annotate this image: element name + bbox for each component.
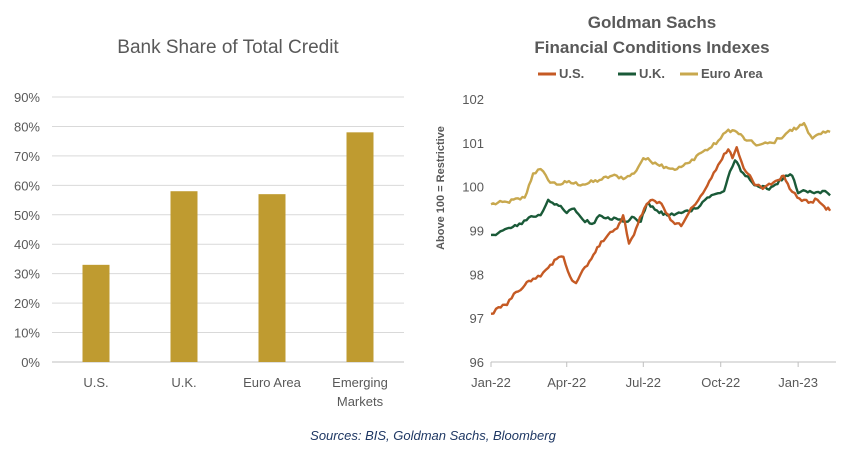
bar-y-tick-label: 20%: [14, 296, 40, 311]
line-chart-title-line-1: Goldman Sachs: [588, 13, 716, 32]
line-x-tick-label: Jan-22: [471, 375, 511, 390]
line-chart-y-axis: 96 97 98 99 100 101 102: [462, 92, 484, 370]
bar-y-tick-label: 60%: [14, 178, 40, 193]
source-note: Sources: BIS, Goldman Sachs, Bloomberg: [310, 428, 556, 443]
legend-label: U.K.: [639, 66, 665, 81]
line-y-tick-label: 100: [462, 180, 484, 195]
bar-x-tick-label: U.S.: [83, 375, 108, 390]
line-y-tick-label: 98: [470, 267, 484, 282]
bar-euro-area: [258, 194, 286, 362]
series-line-u-s: [490, 146, 832, 315]
line-chart-title-line-2: Financial Conditions Indexes: [534, 38, 769, 57]
line-y-tick-label: 99: [470, 224, 484, 239]
line-x-tick-label: Apr-22: [547, 375, 586, 390]
line-chart-y-axis-label: Above 100 = Restrictive: [435, 126, 447, 250]
line-x-tick-label: Jul-22: [626, 375, 661, 390]
bar-y-tick-label: 70%: [14, 149, 40, 164]
bar-chart-x-axis: U.S. U.K. Euro Area Emerging Markets: [83, 375, 387, 409]
line-x-tick-label: Jan-23: [778, 375, 818, 390]
bar-chart-title: Bank Share of Total Credit: [117, 37, 339, 58]
financial-conditions-line-chart: Goldman Sachs Financial Conditions Index…: [435, 13, 836, 390]
legend-label: Euro Area: [701, 66, 763, 81]
line-chart-series: [490, 121, 832, 315]
bar-x-tick-label: U.K.: [171, 375, 196, 390]
line-y-tick-label: 101: [462, 136, 484, 151]
series-line-u-k: [490, 159, 831, 237]
line-y-tick-label: 96: [470, 355, 484, 370]
bar-y-tick-label: 80%: [14, 119, 40, 134]
line-y-tick-label: 97: [470, 311, 484, 326]
series-line-euro-area: [490, 121, 831, 206]
legend-label: U.S.: [559, 66, 584, 81]
line-x-tick-label: Oct-22: [701, 375, 740, 390]
bar-y-tick-label: 0%: [21, 355, 40, 370]
bar-y-tick-label: 30%: [14, 267, 40, 282]
bar-u-s: [82, 264, 110, 362]
bar-y-tick-label: 50%: [14, 208, 40, 223]
bar-y-tick-label: 40%: [14, 237, 40, 252]
bar-emerging-markets: [346, 132, 374, 362]
line-chart-x-axis: Jan-22 Apr-22 Jul-22 Oct-22 Jan-23: [471, 362, 818, 390]
bar-y-tick-label: 90%: [14, 90, 40, 105]
bar-chart-y-axis: 0% 10% 20% 30% 40% 50% 60% 70% 80% 90%: [14, 90, 40, 370]
line-chart-legend: U.S. U.K. Euro Area: [538, 66, 763, 81]
bar-x-tick-label: Euro Area: [243, 375, 302, 390]
bar-chart-gridlines: [52, 96, 404, 363]
bar-x-tick-label: Emerging: [332, 375, 388, 390]
bank-share-bar-chart: Bank Share of Total Credit 0% 10% 20% 30% 40…: [14, 37, 404, 409]
line-y-tick-label: 102: [462, 92, 484, 107]
bar-x-tick-label: Markets: [337, 394, 384, 409]
bar-y-tick-label: 10%: [14, 326, 40, 341]
bar-chart-bars: [82, 132, 374, 362]
bar-u-k: [170, 191, 198, 362]
